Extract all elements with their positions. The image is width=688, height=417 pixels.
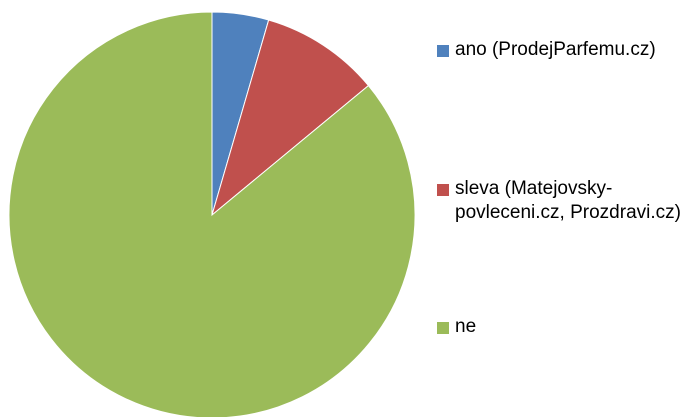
legend-item: ano (ProdejParfemu.cz): [437, 38, 685, 62]
legend-label: sleva (Matejovsky-povleceni.cz, Prozdrav…: [455, 178, 681, 223]
legend-label: ne: [455, 316, 477, 337]
pie-slice: [211, 19, 370, 217]
legend-swatch: [437, 322, 449, 334]
legend-item: sleva (Matejovsky-povleceni.cz, Prozdrav…: [437, 177, 685, 225]
legend-swatch: [437, 45, 449, 57]
pie-slice: [8, 11, 416, 417]
legend-swatch: [437, 184, 449, 196]
legend-label: ano (ProdejParfemu.cz): [455, 39, 656, 60]
legend-item: ne: [437, 315, 685, 339]
